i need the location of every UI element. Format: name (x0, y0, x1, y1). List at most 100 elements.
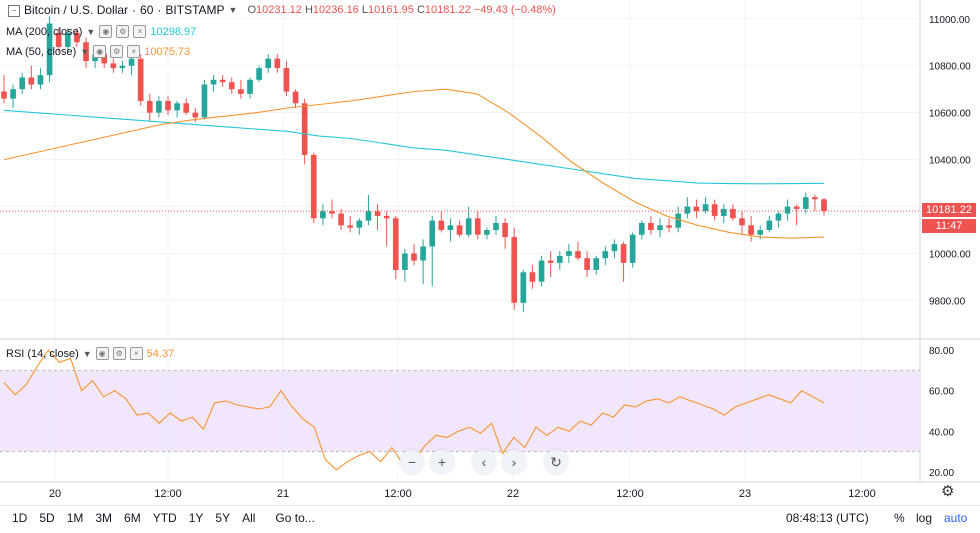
candle-body (821, 199, 827, 212)
low-label: L (361, 4, 368, 16)
zoom-in-button[interactable]: + (430, 450, 454, 474)
candle-body (593, 258, 600, 270)
ma200-legend[interactable]: MA (200, close) ▼ ◉ ⚙ × 10298.97 (6, 25, 196, 38)
candle-body (265, 58, 272, 69)
ma200-line (3, 109, 825, 185)
candle-body (657, 225, 663, 231)
price-tick-label: 10600.00 (929, 109, 971, 120)
last-price-badge: 10181.22 (922, 203, 976, 217)
range-buttons: 1D 5D 1M 3M 6M YTD 1Y 5Y All (6, 511, 261, 525)
candle-body (101, 53, 108, 64)
chevron-down-icon[interactable]: ▼ (82, 348, 92, 359)
symbol-exchange: BITSTAMP (165, 3, 225, 17)
candle-body (28, 77, 35, 85)
range-5d[interactable]: 5D (39, 510, 55, 525)
settings-icon[interactable]: ⚙ (112, 347, 126, 360)
ma50-legend[interactable]: MA (50, close) ▼ ◉ ⚙ × 10075.73 (6, 45, 190, 58)
candle-body (247, 79, 253, 94)
scroll-right-button[interactable]: › (502, 450, 526, 474)
candle-body (566, 251, 572, 256)
candle-body (493, 222, 499, 231)
bottom-toolbar: 1D 5D 1M 3M 6M YTD 1Y 5Y All Go to... 08… (0, 505, 980, 529)
goto-button[interactable]: Go to... (275, 510, 315, 525)
candle-body (411, 253, 417, 261)
candle-body (83, 42, 89, 62)
reset-chart-button[interactable]: ↻ (544, 450, 568, 474)
settings-icon[interactable]: ⚙ (116, 25, 130, 38)
candle-body (274, 58, 281, 69)
range-1y[interactable]: 1Y (188, 510, 204, 525)
range-ytd[interactable]: YTD (152, 510, 177, 525)
auto-toggle[interactable]: auto (944, 511, 968, 525)
ma200-value: 10298.97 (150, 25, 197, 38)
range-6m[interactable]: 6M (124, 510, 141, 525)
candle-body (238, 89, 244, 94)
candle-body (739, 218, 745, 226)
range-all[interactable]: All (242, 510, 256, 525)
candle-body (174, 103, 180, 111)
log-toggle[interactable]: log (916, 511, 933, 525)
candle-body (766, 220, 773, 231)
candle-body (702, 204, 709, 212)
candle-body (730, 208, 736, 219)
close-icon[interactable]: × (133, 25, 147, 38)
close-icon[interactable]: × (127, 45, 141, 58)
gear-icon[interactable]: ⚙ (941, 483, 955, 500)
eye-icon[interactable]: ◉ (99, 25, 113, 38)
high-label: H (304, 4, 313, 16)
candle-body (638, 222, 645, 235)
ma200-label: MA (200, close) (6, 25, 83, 38)
candle-body (19, 77, 26, 90)
range-3m[interactable]: 3M (95, 510, 113, 525)
price-tick-label: 10000.00 (929, 250, 971, 261)
chevron-down-icon[interactable]: ▼ (80, 46, 90, 57)
candle-body (192, 112, 199, 118)
candle-body (666, 225, 672, 228)
rsi-tick-label: 40.00 (929, 427, 954, 438)
candle-body (611, 244, 618, 252)
zoom-out-button[interactable]: − (400, 450, 424, 474)
percent-toggle[interactable]: % (894, 511, 905, 525)
rsi-legend[interactable]: RSI (14, close) ▼ ◉ ⚙ × 54.37 (6, 347, 174, 360)
symbol-legend[interactable]: Bitcoin / U.S. Dollar · 60 · BITSTAMP ▼ … (24, 3, 556, 17)
scroll-left-button[interactable]: ‹ (472, 450, 496, 474)
eye-icon[interactable]: ◉ (93, 45, 107, 58)
candle-body (429, 220, 436, 247)
rsi-tick-label: 80.00 (929, 346, 954, 357)
rsi-tick-label: 20.00 (929, 468, 954, 479)
candle-body (55, 32, 62, 47)
candle-body (156, 100, 162, 113)
candle-body (465, 218, 472, 235)
candle-body (338, 213, 344, 226)
range-5y[interactable]: 5Y (215, 510, 231, 525)
utc-clock[interactable]: 08:48:13 (UTC) (786, 511, 869, 525)
chevron-down-icon[interactable]: ▼ (86, 26, 96, 37)
candle-body (720, 208, 727, 216)
ma50-label: MA (50, close) (6, 45, 77, 58)
candle-body (556, 255, 563, 263)
candle-body (511, 237, 518, 303)
eye-icon[interactable]: ◉ (95, 347, 109, 360)
range-1m[interactable]: 1M (66, 510, 84, 525)
close-icon[interactable]: × (129, 347, 143, 360)
candle-body (812, 197, 818, 200)
collapse-icon[interactable]: − (8, 5, 20, 17)
chevron-down-icon[interactable]: ▼ (228, 5, 238, 15)
candle-body (320, 211, 326, 219)
time-tick-label: 20 (49, 488, 61, 500)
candle-body (356, 220, 363, 228)
candle-body (584, 258, 590, 270)
time-tick-label: 12:00 (384, 488, 412, 500)
candle-body (684, 206, 691, 214)
settings-icon[interactable]: ⚙ (110, 45, 124, 58)
candle-body (802, 197, 809, 209)
candle-body (110, 63, 117, 69)
candle-body (438, 220, 445, 231)
range-1d[interactable]: 1D (12, 510, 28, 525)
candle-body (620, 244, 627, 263)
candle-body (648, 222, 654, 231)
candle-body (456, 225, 463, 235)
ma50-value: 10075.73 (144, 45, 191, 58)
